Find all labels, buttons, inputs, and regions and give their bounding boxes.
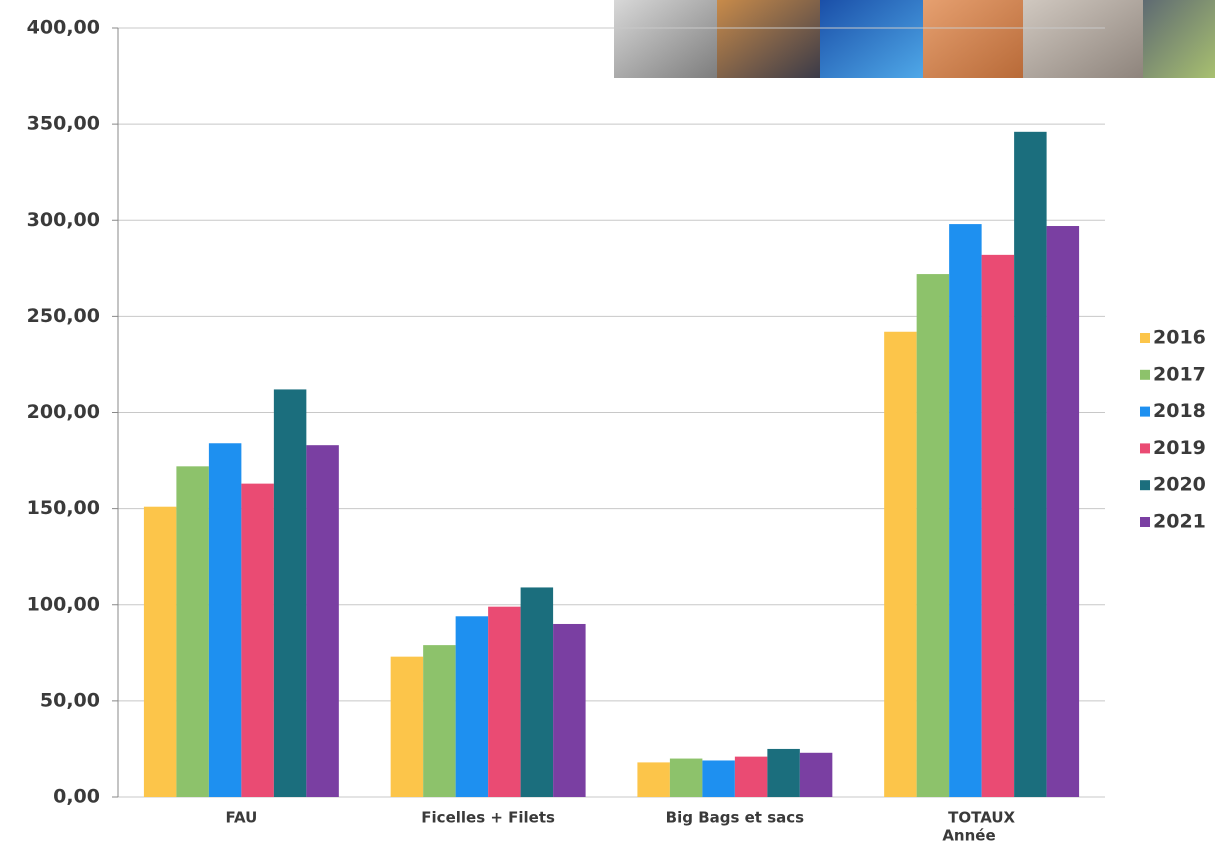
bar bbox=[553, 623, 586, 797]
legend-swatch bbox=[1140, 517, 1150, 527]
bar bbox=[176, 466, 209, 797]
y-tick-label: 150,00 bbox=[27, 497, 100, 519]
bar bbox=[208, 443, 242, 797]
photo-strip bbox=[614, 0, 1215, 78]
bar bbox=[949, 224, 982, 798]
legend-label: 2021 bbox=[1153, 511, 1206, 533]
bar bbox=[981, 254, 1015, 798]
bar bbox=[637, 762, 670, 797]
bar bbox=[143, 506, 177, 797]
bar bbox=[423, 645, 456, 797]
legend-swatch bbox=[1140, 406, 1150, 417]
x-tick-label: FAU bbox=[225, 809, 257, 827]
bar bbox=[884, 331, 917, 797]
legend-label: 2018 bbox=[1153, 400, 1206, 422]
x-axis-label: Année bbox=[942, 827, 995, 845]
y-tick-label: 50,00 bbox=[40, 689, 100, 711]
y-tick-label: 300,00 bbox=[27, 209, 100, 231]
bar bbox=[241, 483, 274, 797]
x-tick-label: TOTAUX bbox=[948, 809, 1015, 827]
bar bbox=[306, 445, 339, 797]
photo bbox=[614, 0, 717, 78]
bar bbox=[1014, 131, 1047, 797]
y-tick-label: 0,00 bbox=[53, 786, 100, 808]
legend-label: 2016 bbox=[1153, 327, 1206, 349]
bar bbox=[520, 587, 554, 797]
photo bbox=[1143, 0, 1215, 78]
y-tick-label: 250,00 bbox=[27, 305, 100, 327]
photo bbox=[820, 0, 923, 78]
legend-swatch bbox=[1140, 333, 1150, 343]
photo bbox=[1023, 0, 1143, 78]
y-tick-label: 350,00 bbox=[27, 113, 100, 135]
legend-label: 2019 bbox=[1153, 437, 1206, 459]
bar bbox=[390, 656, 424, 797]
legend-swatch bbox=[1140, 480, 1150, 491]
legend-label: 2017 bbox=[1153, 363, 1206, 385]
photo bbox=[717, 0, 820, 78]
bar bbox=[455, 616, 489, 797]
x-tick-label: Big Bags et sacs bbox=[666, 809, 804, 827]
legend-swatch bbox=[1140, 443, 1150, 454]
bar bbox=[734, 756, 768, 797]
y-tick-label: 400,00 bbox=[27, 17, 100, 39]
y-tick-label: 200,00 bbox=[27, 401, 100, 423]
bar bbox=[702, 760, 735, 797]
bar bbox=[916, 274, 950, 798]
bar bbox=[273, 389, 307, 797]
bar bbox=[669, 758, 703, 797]
photo bbox=[923, 0, 1023, 78]
legend-swatch bbox=[1140, 369, 1150, 380]
bar bbox=[767, 748, 800, 797]
legend-label: 2020 bbox=[1153, 474, 1206, 496]
y-tick-label: 100,00 bbox=[27, 593, 100, 615]
bar bbox=[488, 606, 521, 797]
bar bbox=[799, 752, 833, 797]
bar bbox=[1046, 226, 1080, 797]
x-tick-label: Ficelles + Filets bbox=[421, 809, 555, 827]
